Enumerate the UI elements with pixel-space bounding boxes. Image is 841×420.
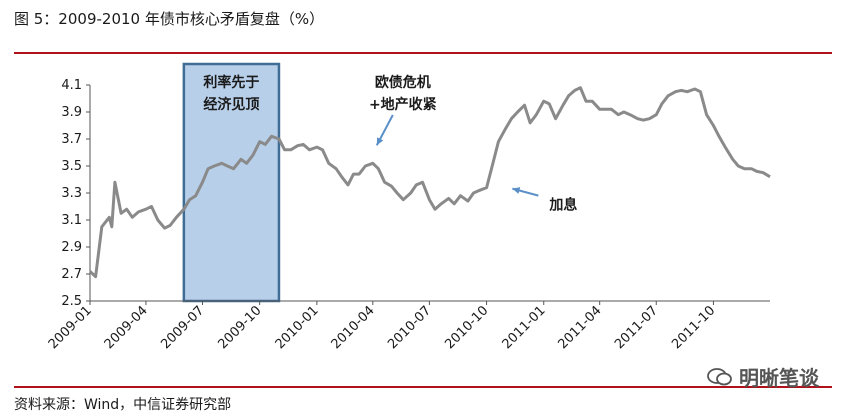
x-tick-label: 2011-01 bbox=[500, 303, 549, 352]
annotation-box-label: 利率先于 bbox=[203, 74, 259, 91]
annotation-label: +地产收紧 bbox=[369, 96, 437, 113]
annotation-arrowhead bbox=[376, 137, 384, 146]
watermark-text: 明晰笔谈 bbox=[739, 366, 819, 390]
y-tick-label: 3.3 bbox=[61, 186, 82, 201]
x-tick-label: 2011-10 bbox=[669, 303, 718, 352]
source-note: 资料来源：Wind，中信证券研究部 bbox=[14, 397, 232, 413]
x-tick-label: 2011-04 bbox=[555, 303, 604, 352]
annotation-arrowhead bbox=[512, 187, 521, 194]
y-tick-label: 2.7 bbox=[61, 267, 82, 282]
x-tick-label: 2010-10 bbox=[442, 303, 491, 352]
x-tick-label: 2010-07 bbox=[385, 303, 434, 352]
annotation-box bbox=[182, 62, 281, 303]
y-tick-label: 2.5 bbox=[61, 294, 82, 309]
x-tick-label: 2009-01 bbox=[46, 303, 95, 352]
x-tick-label: 2011-07 bbox=[612, 303, 661, 352]
y-tick-label: 3.5 bbox=[61, 159, 82, 174]
x-tick-label: 2009-10 bbox=[215, 303, 264, 352]
watermark: 明晰笔谈 bbox=[707, 362, 819, 391]
x-tick-label: 2010-01 bbox=[273, 303, 322, 352]
annotation-label: 欧债危机 bbox=[375, 74, 431, 91]
series-line bbox=[88, 86, 771, 279]
wechat-icon bbox=[707, 367, 732, 385]
annotation-label: 加息 bbox=[548, 197, 577, 214]
y-tick-label: 4.1 bbox=[61, 78, 82, 93]
y-tick-label: 2.9 bbox=[61, 240, 82, 255]
y-tick-label: 3.7 bbox=[61, 132, 82, 147]
annotation-box-label: 经济见顶 bbox=[203, 96, 259, 113]
y-tick-label: 3.9 bbox=[61, 105, 82, 120]
y-tick-label: 3.1 bbox=[61, 213, 82, 228]
x-tick-label: 2010-04 bbox=[329, 303, 378, 352]
figure-title: 图 5：2009-2010 年债市核心矛盾复盘（%） bbox=[14, 10, 325, 28]
x-tick-label: 2009-04 bbox=[102, 303, 151, 352]
bottom-rule bbox=[14, 386, 832, 388]
top-rule bbox=[14, 52, 832, 54]
x-tick-label: 2009-07 bbox=[158, 303, 207, 352]
